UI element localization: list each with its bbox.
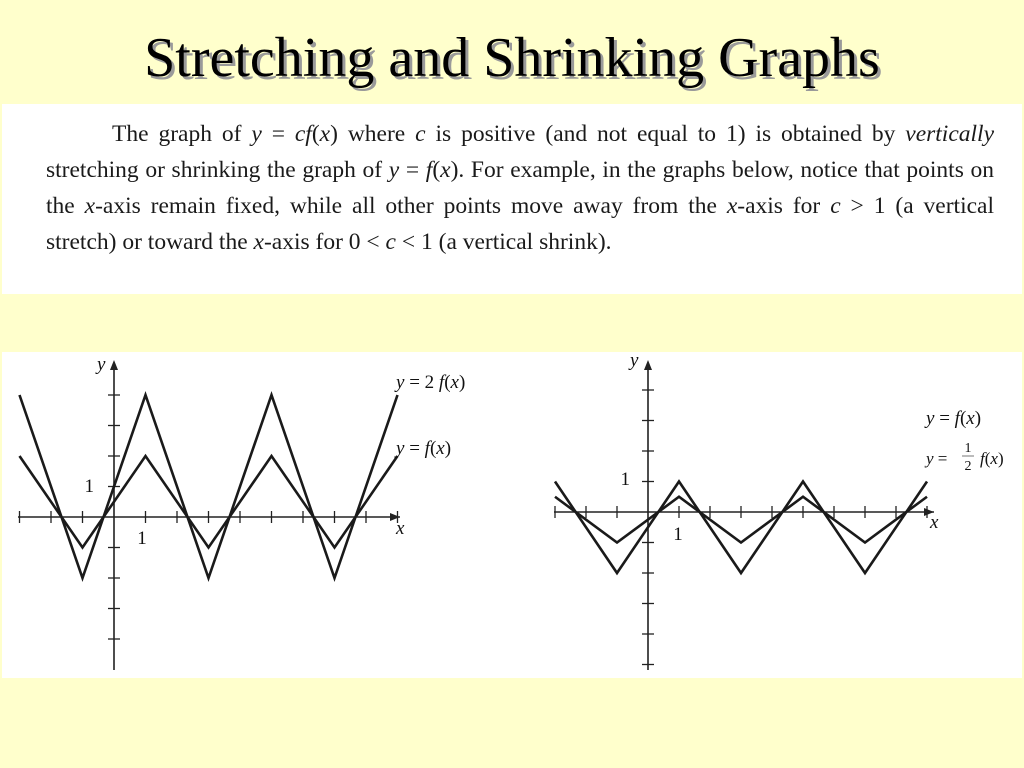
paragraph-run: vertically — [905, 121, 994, 147]
paragraph-run: stretching or shrinking the graph of — [46, 121, 1000, 183]
paragraph-run: -axis remain fixed, while all other poin… — [95, 193, 727, 219]
series-line-2 — [18, 453, 399, 550]
paragraph-run: -axis for 0 < — [263, 229, 386, 255]
paragraph-run: ) where — [330, 121, 416, 147]
text-panel: The graph of y = cf(x) where c is positi… — [2, 104, 1022, 294]
paragraph-run: is positive (and not equal to 1) is obta… — [425, 121, 906, 147]
paragraph-run: x — [726, 193, 738, 219]
paragraph-run: > 1 (a vertical stretch) or toward the — [46, 193, 1000, 255]
x-axis-label: x — [395, 518, 405, 539]
paragraph-run: The graph of — [112, 121, 252, 147]
legend-half-y: y = — [924, 449, 947, 468]
y-tick-label: 1 — [621, 469, 631, 490]
series-line-1 — [553, 479, 929, 576]
paragraph-run: = — [399, 157, 426, 183]
paragraph-run: y — [251, 121, 262, 147]
description-paragraph: The graph of y = cf(x) where c is positi… — [46, 116, 994, 260]
paragraph-run: y — [388, 157, 400, 183]
paragraph-run: < 1 (a vertical shrink). — [395, 229, 612, 255]
legend-half-numerator: 1 — [965, 441, 972, 456]
series-line-1 — [18, 391, 399, 582]
legend-label-2fx: y = 2 f(x) — [394, 372, 465, 393]
paragraph-run: x — [319, 121, 331, 147]
paragraph-run: x — [84, 193, 96, 219]
legend-label-half-fx: y = 1 2 f(x) — [924, 441, 1004, 474]
paragraph-run: x — [440, 157, 451, 183]
graph-panel: x y 1 1 x y 1 1 y = 2 f(x) y = f(x) y = f(x) y = 1 2 f… — [2, 350, 1022, 678]
y-tick-label: 1 — [85, 476, 95, 497]
paragraph-run: f — [425, 157, 433, 183]
x-axis-label: x — [929, 512, 939, 533]
legend-half-denominator: 2 — [965, 459, 972, 474]
y-axis-arrow — [644, 360, 652, 370]
paragraph-run: cf — [294, 121, 312, 147]
paragraph-run: ( — [432, 157, 441, 183]
y-axis-label: y — [628, 352, 639, 371]
chart-1: x y 1 1 — [18, 354, 405, 670]
x-axis-arrow — [390, 513, 400, 521]
y-axis-arrow — [110, 360, 118, 370]
paragraph-run: c — [415, 121, 426, 147]
chart-2: x y 1 1 — [553, 350, 939, 670]
paragraph-run: ). For example, in the graphs below, not… — [46, 157, 1000, 219]
legend-label-fx-2: y = f(x) — [924, 408, 981, 429]
paragraph-run: ( — [311, 121, 320, 147]
y-axis-label: y — [95, 354, 106, 375]
paragraph-run: = — [261, 121, 295, 147]
legend-half-fx-text: f(x) — [980, 449, 1004, 468]
x-tick-label: 1 — [137, 528, 147, 549]
graphs-svg: x y 1 1 x y 1 1 y = 2 f(x) y = f(x) y = f(x) y = 1 2 f… — [18, 350, 1004, 670]
paragraph-run: x — [253, 229, 264, 255]
x-tick-label: 1 — [673, 524, 683, 545]
slide-title: Stretching and Shrinking Graphs — [144, 27, 880, 89]
legend-label-fx: y = f(x) — [394, 438, 451, 459]
paragraph-run: -axis for — [737, 193, 831, 219]
paragraph-run: c — [385, 229, 396, 255]
series-line-2 — [554, 495, 928, 545]
paragraph-run: c — [830, 193, 841, 219]
